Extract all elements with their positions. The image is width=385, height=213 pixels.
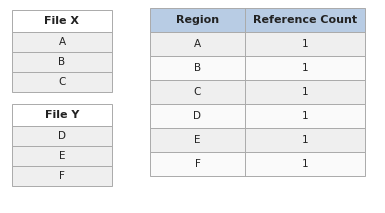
Text: B: B xyxy=(194,63,201,73)
Text: F: F xyxy=(59,171,65,181)
Bar xyxy=(12,10,112,32)
Bar xyxy=(12,146,112,166)
Text: 1: 1 xyxy=(302,111,308,121)
Text: Region: Region xyxy=(176,15,219,25)
Text: B: B xyxy=(59,57,65,67)
Text: 1: 1 xyxy=(302,39,308,49)
Text: A: A xyxy=(194,39,201,49)
Bar xyxy=(12,52,112,72)
Bar xyxy=(150,32,365,56)
Text: File X: File X xyxy=(45,16,79,26)
Text: 1: 1 xyxy=(302,87,308,97)
Bar xyxy=(12,104,112,126)
Bar xyxy=(150,128,365,152)
Text: Reference Count: Reference Count xyxy=(253,15,357,25)
Bar xyxy=(12,72,112,92)
Text: E: E xyxy=(59,151,65,161)
Bar xyxy=(150,56,365,80)
Text: 1: 1 xyxy=(302,63,308,73)
Bar xyxy=(150,104,365,128)
Text: D: D xyxy=(58,131,66,141)
Text: C: C xyxy=(58,77,66,87)
Text: F: F xyxy=(194,159,201,169)
Bar xyxy=(12,166,112,186)
Bar xyxy=(12,32,112,52)
Text: C: C xyxy=(194,87,201,97)
Text: File Y: File Y xyxy=(45,110,79,120)
Text: D: D xyxy=(194,111,201,121)
Bar xyxy=(150,152,365,176)
Text: 1: 1 xyxy=(302,135,308,145)
Bar xyxy=(150,80,365,104)
Text: 1: 1 xyxy=(302,159,308,169)
Text: E: E xyxy=(194,135,201,145)
Bar xyxy=(12,126,112,146)
Bar xyxy=(150,8,365,32)
Text: A: A xyxy=(59,37,65,47)
